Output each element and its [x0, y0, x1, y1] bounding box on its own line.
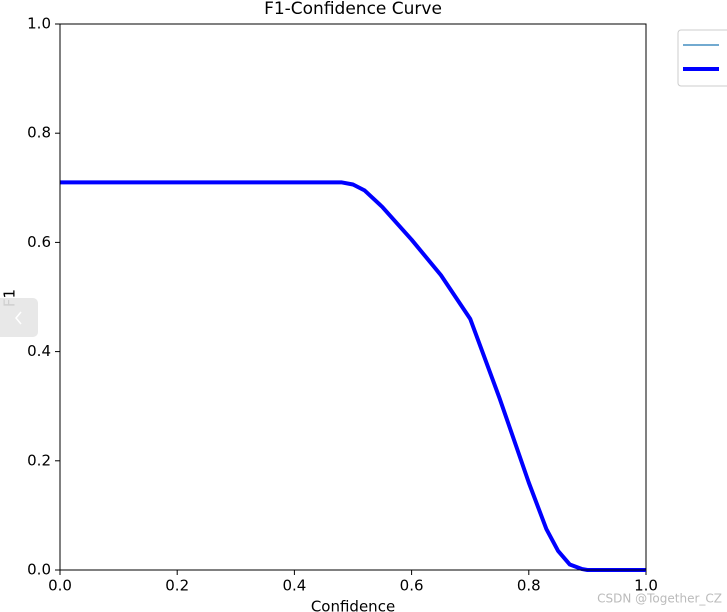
x-tick-label: 0.6 [400, 577, 424, 595]
watermark: CSDN @Together_CZ [597, 592, 722, 606]
y-tick-label: 0.6 [27, 233, 51, 251]
x-tick-label: 0.8 [517, 577, 541, 595]
y-tick-label: 0.0 [27, 561, 51, 579]
collapse-button[interactable] [0, 298, 38, 337]
plot-frame [59, 23, 647, 571]
curve [60, 180, 646, 572]
y-tick-label: 0.2 [27, 451, 51, 469]
x-axis-label: Confidence [311, 598, 395, 612]
x-tick-label: 0.2 [165, 577, 189, 595]
y-tick-label: 0.4 [27, 342, 51, 360]
x-tick-label: 1.0 [634, 577, 658, 595]
x-tick-label: 0.0 [48, 577, 72, 595]
y-tick-label: 1.0 [27, 15, 51, 33]
curve [60, 181, 646, 571]
y-tick-label: 0.8 [27, 124, 51, 142]
legend-box [677, 29, 727, 87]
x-tick-label: 0.4 [282, 577, 306, 595]
chart-title: F1-Confidence Curve [264, 0, 442, 19]
collapse-icon [15, 311, 22, 325]
